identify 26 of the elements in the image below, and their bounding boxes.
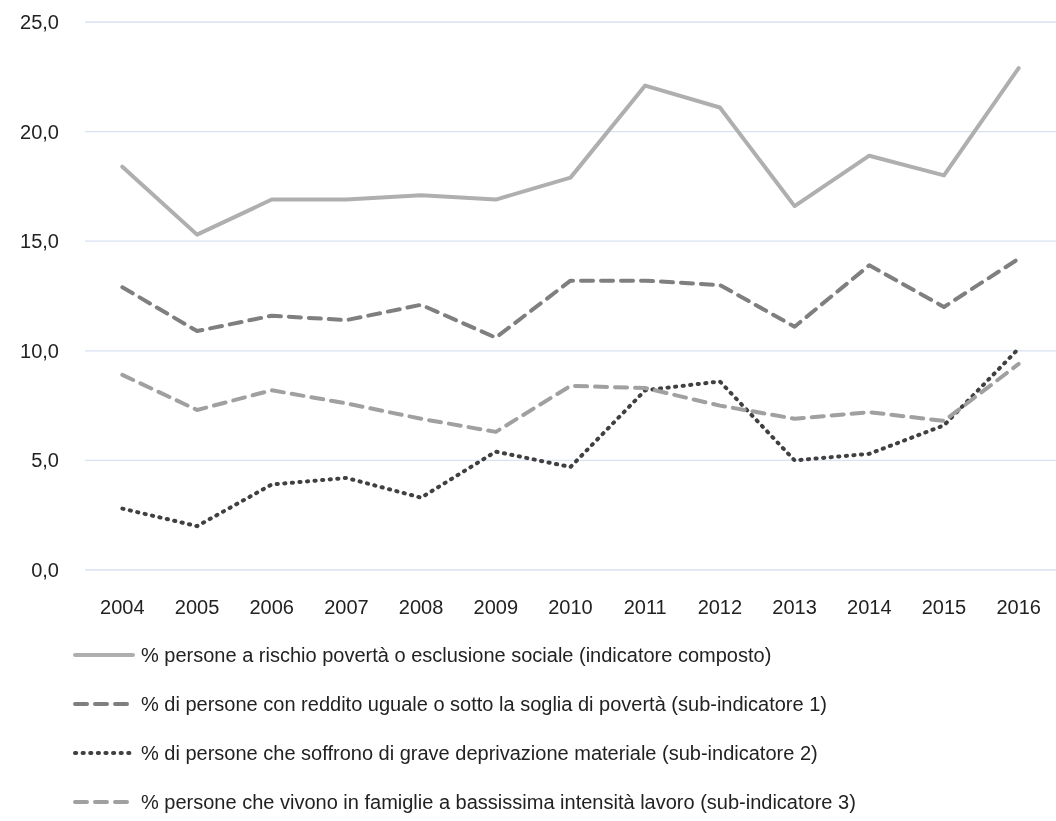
line-series bbox=[120, 256, 1021, 340]
x-tick-label: 2010 bbox=[548, 596, 593, 618]
legend-label: % di persone che soffrono di grave deprivazione materiale (sub-indicatore 2) bbox=[141, 742, 818, 764]
x-tick-label: 2015 bbox=[921, 596, 967, 618]
x-tick-label: 2005 bbox=[174, 596, 220, 618]
x-tick-label: 2012 bbox=[697, 596, 743, 618]
x-tick-label: 2014 bbox=[847, 596, 892, 618]
y-tick-label: 5,0 bbox=[31, 449, 59, 472]
y-tick-label: 20,0 bbox=[20, 120, 59, 143]
x-tick-label: 2006 bbox=[249, 596, 294, 618]
legend-label: % persone che vivono in famiglie a bassissima intensità lavoro (sub-indicatore 3) bbox=[141, 791, 856, 813]
y-tick-label: 25,0 bbox=[20, 11, 59, 33]
legend-label: % di persone con reddito uguale o sotto la soglia di povertà (sub-indicatore 1) bbox=[141, 693, 827, 715]
line-series bbox=[120, 66, 1021, 237]
x-tick-label: 2013 bbox=[772, 596, 817, 618]
y-tick-label: 10,0 bbox=[20, 339, 59, 362]
y-tick-label: 0,0 bbox=[31, 559, 59, 581]
x-tick-label: 2008 bbox=[398, 596, 444, 618]
x-tick-label: 2004 bbox=[100, 596, 145, 618]
x-tick-label: 2011 bbox=[623, 596, 667, 618]
y-tick-label: 15,0 bbox=[20, 230, 59, 253]
legend-label: % persone a rischio povertà o esclusione sociale (indicatore composto) bbox=[141, 644, 772, 666]
line-series bbox=[120, 361, 1021, 434]
x-tick-label: 2007 bbox=[324, 596, 369, 618]
x-tick-label: 2016 bbox=[996, 596, 1041, 618]
x-tick-label: 2009 bbox=[473, 596, 519, 618]
